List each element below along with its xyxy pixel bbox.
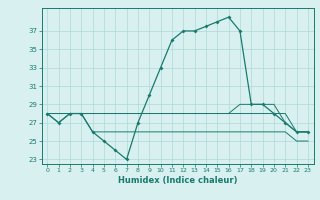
X-axis label: Humidex (Indice chaleur): Humidex (Indice chaleur) xyxy=(118,176,237,185)
